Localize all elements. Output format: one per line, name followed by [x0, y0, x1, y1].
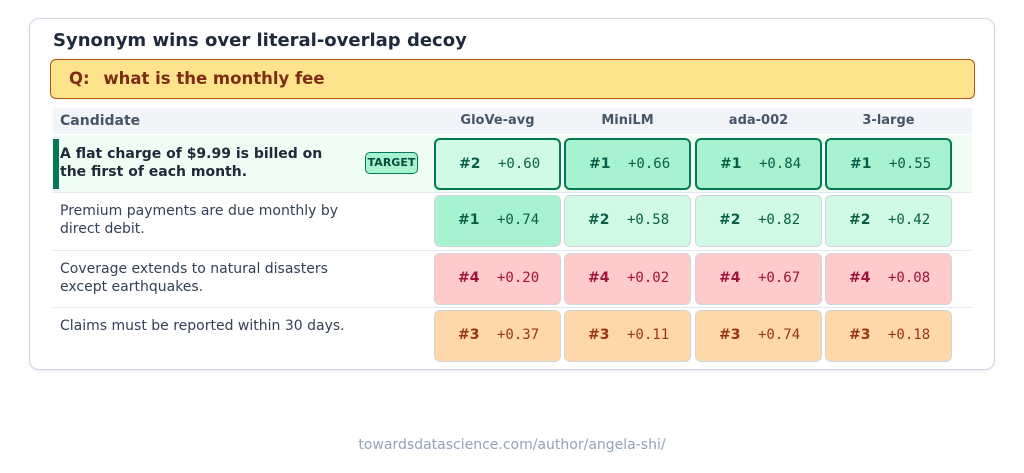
score-value: +0.20 [497, 270, 540, 286]
rank-label: #2 [459, 156, 481, 172]
target-badge: TARGET [365, 152, 418, 174]
rank-label: #1 [458, 212, 480, 228]
rank-label: #3 [719, 327, 741, 343]
score-cell: #4 +0.20 [434, 253, 561, 305]
table-row: Coverage extends to natural disasters ex… [53, 250, 972, 308]
candidate-text: Premium payments are due monthly by dire… [60, 203, 339, 237]
score-cell: #3 +0.74 [695, 310, 822, 362]
score-value: +0.55 [889, 156, 932, 172]
score-cell: #3 +0.11 [564, 310, 691, 362]
score-value: +0.66 [628, 156, 671, 172]
rank-label: #1 [720, 156, 742, 172]
target-accent-bar [53, 139, 59, 189]
score-cell: #2 +0.58 [564, 195, 691, 247]
rank-label: #2 [719, 212, 741, 228]
model-header-minilm: MiniLM [601, 113, 654, 128]
model-header-glove: GloVe-avg [460, 113, 535, 128]
score-value: +0.02 [627, 270, 670, 286]
candidate-text: Claims must be reported within 30 days. [60, 318, 345, 334]
score-value: +0.08 [888, 270, 931, 286]
query-text: what is the monthly fee [103, 69, 325, 88]
rank-label: #4 [588, 270, 610, 286]
rank-label: #3 [588, 327, 610, 343]
score-cell: #1 +0.84 [695, 138, 822, 190]
rank-label: #3 [849, 327, 871, 343]
score-value: +0.11 [627, 327, 670, 343]
score-cell: #2 +0.60 [434, 138, 561, 190]
rank-label: #2 [849, 212, 871, 228]
figure-title: Synonym wins over literal-overlap decoy [53, 30, 467, 51]
row-divider [53, 250, 972, 251]
score-value: +0.74 [758, 327, 801, 343]
score-value: +0.37 [497, 327, 540, 343]
rank-label: #1 [589, 156, 611, 172]
score-value: +0.42 [888, 212, 931, 228]
table-row: A flat charge of $9.99 is billed on the … [53, 135, 972, 193]
score-cell: #1 +0.74 [434, 195, 561, 247]
candidate-header: Candidate [60, 113, 141, 129]
score-cell: #2 +0.82 [695, 195, 822, 247]
score-value: +0.18 [888, 327, 931, 343]
rank-label: #1 [850, 156, 872, 172]
score-cell: #3 +0.18 [825, 310, 952, 362]
row-divider [53, 307, 972, 308]
footer-url: towardsdatascience.com/author/angela-shi… [358, 437, 666, 453]
score-cell: #4 +0.02 [564, 253, 691, 305]
score-value: +0.84 [759, 156, 802, 172]
score-value: +0.58 [627, 212, 670, 228]
score-cell: #3 +0.37 [434, 310, 561, 362]
table-row: Claims must be reported within 30 days. … [53, 307, 972, 365]
query-prefix: Q: [69, 69, 90, 88]
score-value: +0.60 [498, 156, 541, 172]
candidate-text: Coverage extends to natural disasters ex… [60, 261, 328, 295]
row-divider [53, 192, 972, 193]
rank-label: #3 [458, 327, 480, 343]
score-cell: #1 +0.66 [564, 138, 691, 190]
candidate-text: A flat charge of $9.99 is billed on the … [60, 146, 323, 180]
score-cell: #4 +0.67 [695, 253, 822, 305]
score-cell: #1 +0.55 [825, 138, 952, 190]
score-value: +0.67 [758, 270, 801, 286]
model-header-ada: ada-002 [728, 113, 789, 128]
score-cell: #4 +0.08 [825, 253, 952, 305]
score-cell: #2 +0.42 [825, 195, 952, 247]
rank-label: #2 [588, 212, 610, 228]
rank-label: #4 [849, 270, 871, 286]
score-value: +0.74 [497, 212, 540, 228]
score-value: +0.82 [758, 212, 801, 228]
table-header: Candidate GloVe-avg MiniLM ada-002 3-lar… [53, 108, 972, 134]
table-row: Premium payments are due monthly by dire… [53, 192, 972, 250]
rank-label: #4 [719, 270, 741, 286]
model-header-3large: 3-large [862, 113, 915, 128]
rank-label: #4 [458, 270, 480, 286]
query-box: Q: what is the monthly fee [50, 59, 975, 99]
